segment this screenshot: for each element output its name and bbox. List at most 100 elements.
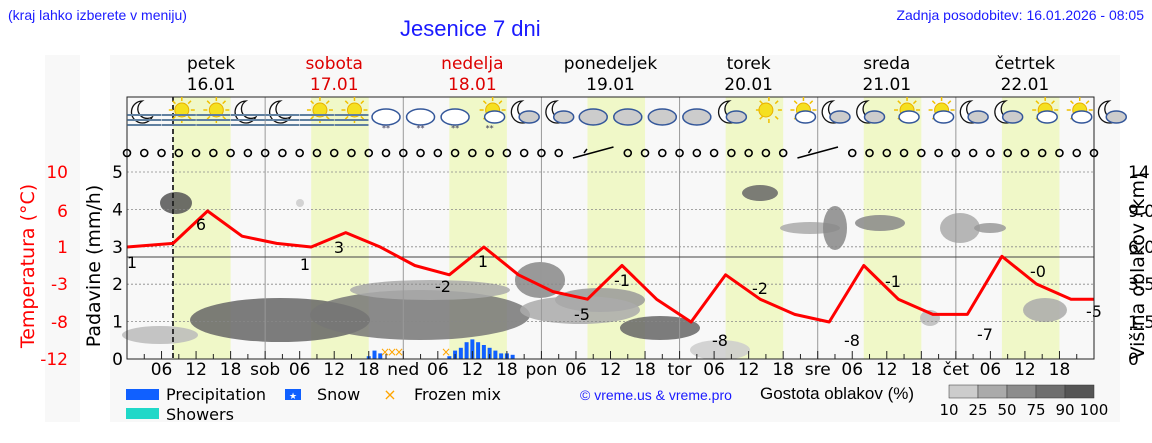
svg-text:**: ** [486, 124, 494, 133]
grid-lines [127, 97, 1094, 359]
temp-label: -1 [885, 272, 901, 291]
svg-text:75: 75 [1026, 401, 1045, 419]
day-date: 19.01 [586, 75, 635, 95]
sun-cloud-snow-icon: ** [479, 97, 506, 133]
x-tick-label: 18 [634, 360, 656, 380]
precip-bar [476, 342, 481, 359]
x-tick-label: ned [387, 360, 419, 380]
copyright-link[interactable]: © vreme.us & vreme.pro [580, 387, 732, 403]
day-date: 21.01 [862, 75, 911, 95]
calm-wind-icon [1089, 148, 1099, 158]
weather-icons-row: ** ** ** ** [127, 97, 1128, 133]
svg-text:1: 1 [112, 313, 123, 333]
cloud-height-axis-label: Višina oblakov (km) [1127, 173, 1149, 360]
cloud-density-blob [122, 326, 198, 344]
precip-bar [499, 353, 504, 359]
cloud-density-blob [296, 199, 304, 207]
calm-wind-icon [260, 148, 270, 158]
calm-wind-icon [381, 148, 391, 158]
calm-wind-icon [1020, 148, 1030, 158]
sun-fog-icon [334, 97, 369, 126]
moon-fog-icon [230, 100, 265, 126]
calm-wind-icon [692, 148, 702, 158]
calm-wind-icon [986, 148, 995, 158]
svg-text:1.5: 1.5 [1128, 313, 1152, 333]
precipitation-swatch [126, 389, 159, 400]
calm-wind-icon [537, 148, 546, 158]
calm-wind-icon [139, 148, 149, 158]
cloud-icon [647, 108, 678, 126]
x-tick-label: 18 [358, 360, 380, 380]
svg-text:★: ★ [289, 392, 297, 402]
precip-bar [510, 354, 515, 359]
frozen-mix-swatch: × [383, 385, 396, 404]
day-name: nedelja [441, 54, 503, 74]
calm-wind-icon [865, 148, 874, 158]
last-updated: Zadnja posodobitev: 16.01.2026 - 08:05 [896, 7, 1144, 23]
cloud-density-swatch [1064, 384, 1095, 399]
svg-text:Precipitation: Precipitation [166, 385, 266, 404]
svg-text:1: 1 [57, 238, 68, 258]
calm-wind-icon [329, 148, 339, 158]
temperature-curve [126, 209, 1094, 324]
calm-wind-icon [640, 148, 650, 158]
calm-wind-icon [226, 148, 235, 158]
temp-label: -2 [752, 279, 768, 298]
x-tick-label: 18 [772, 360, 794, 380]
calm-wind-icon [623, 148, 633, 158]
day-name: torek [727, 54, 771, 74]
svg-text:6: 6 [57, 202, 68, 222]
svg-text:3.5: 3.5 [1128, 275, 1152, 295]
cloud-density-blob [690, 340, 750, 360]
day-name: petek [187, 54, 235, 74]
cloud-density-blob [520, 296, 640, 324]
x-tick-label: 12 [462, 360, 484, 380]
cloud-snow-icon: ** [371, 108, 401, 133]
calm-wind-icon [312, 148, 322, 158]
svg-text:-12: -12 [40, 350, 68, 370]
precip-bar [470, 339, 475, 359]
temp-label: -8 [844, 331, 860, 350]
moon-cloud-icon [821, 100, 851, 124]
moon-fog-icon [265, 100, 300, 126]
calm-wind-icon [882, 148, 892, 158]
svg-text:90: 90 [1055, 401, 1074, 419]
snow-swatch [285, 389, 301, 400]
calm-wind-icon [243, 148, 253, 158]
wind-barb-icon [797, 146, 839, 159]
x-tick-label: čet [943, 360, 970, 380]
calm-wind-icon [450, 148, 460, 158]
sun-fog-icon [299, 97, 334, 126]
cloud-density-blob [515, 262, 565, 298]
calm-wind-icon [398, 148, 408, 158]
sun-icon [755, 97, 782, 123]
moon-cloud-icon [856, 100, 886, 124]
calm-wind-icon [191, 148, 201, 158]
calm-wind-icon [433, 148, 443, 158]
cloud-density-blob [855, 215, 905, 231]
sun-cloud-icon [1066, 97, 1093, 124]
cloud-density-blob [940, 213, 980, 243]
moon-fog-icon [127, 100, 162, 126]
cloud-icon [682, 108, 712, 126]
cloud-density-blob [160, 192, 192, 214]
page-title: Jesenice 7 dni [400, 16, 541, 41]
calm-wind-icon [709, 148, 719, 158]
day-date: 18.01 [448, 75, 497, 95]
svg-text:10: 10 [939, 401, 958, 419]
temperature-axis-strip [45, 55, 80, 422]
daytime-band [725, 97, 784, 359]
frozen-mix-marker: × [441, 345, 451, 359]
x-tick-label: 12 [1014, 360, 1036, 380]
sun-cloud-icon [790, 97, 817, 124]
showers-swatch [126, 408, 159, 419]
day-date: 22.01 [1001, 75, 1050, 95]
svg-text:5: 5 [112, 163, 123, 183]
calm-wind-icon [364, 148, 374, 158]
sun-fog-icon [161, 97, 196, 126]
x-tick-label: 06 [151, 360, 173, 380]
x-tick-label: 18 [220, 360, 242, 380]
